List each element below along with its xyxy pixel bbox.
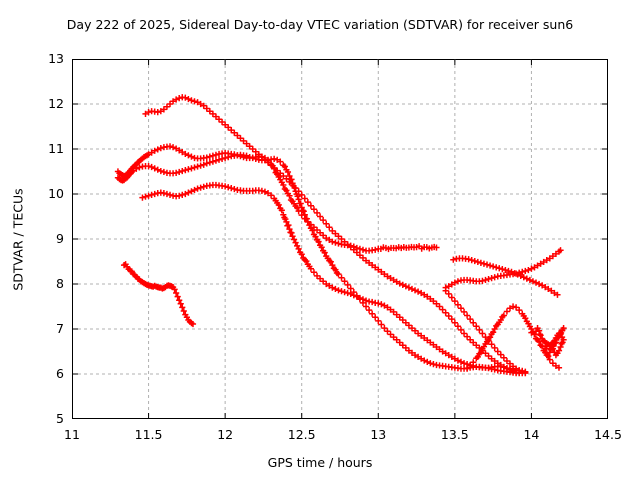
data-series [142, 94, 529, 377]
y-tick-label: 9 [56, 231, 64, 246]
x-tick-label: 14 [523, 427, 540, 442]
y-tick-label: 11 [48, 141, 64, 156]
series-markers [142, 94, 529, 377]
data-series [528, 325, 567, 359]
y-tick-label: 7 [56, 321, 64, 336]
y-tick-label: 5 [56, 411, 64, 426]
data-series [120, 261, 197, 328]
y-tick-label: 13 [48, 51, 64, 66]
data-series [450, 255, 561, 298]
x-tick-label: 13.5 [440, 427, 469, 442]
x-tick-label: 12.5 [287, 427, 316, 442]
data-series [139, 181, 526, 374]
axis-ticks [72, 59, 608, 419]
series-markers [442, 247, 564, 291]
plot-canvas [72, 59, 608, 419]
x-tick-label: 13 [370, 427, 387, 442]
x-tick-label: 12 [217, 427, 234, 442]
gridlines [72, 59, 608, 419]
y-tick-label: 12 [48, 96, 64, 111]
series-markers [464, 303, 563, 372]
series-markers [114, 151, 529, 377]
series-markers [528, 325, 567, 359]
series-markers [120, 261, 197, 328]
y-tick-label: 6 [56, 366, 64, 381]
data-series [114, 151, 529, 377]
y-axis-title: SDTVAR / TECUs [10, 188, 26, 291]
data-series [464, 303, 563, 372]
data-series [442, 247, 564, 291]
series-markers [139, 181, 526, 374]
x-tick-label: 11.5 [134, 427, 163, 442]
data-series-layer [114, 94, 567, 377]
series-markers [450, 255, 561, 298]
x-tick-label: 14.5 [594, 427, 622, 442]
series-markers [442, 287, 529, 376]
x-axis-title: GPS time / hours [267, 455, 373, 470]
y-tick-label: 10 [48, 186, 64, 201]
y-tick-label: 8 [56, 276, 64, 291]
chart-title: Day 222 of 2025, Sidereal Day-to-day VTE… [66, 17, 574, 32]
x-tick-label: 11 [64, 427, 80, 442]
data-series [442, 287, 529, 376]
